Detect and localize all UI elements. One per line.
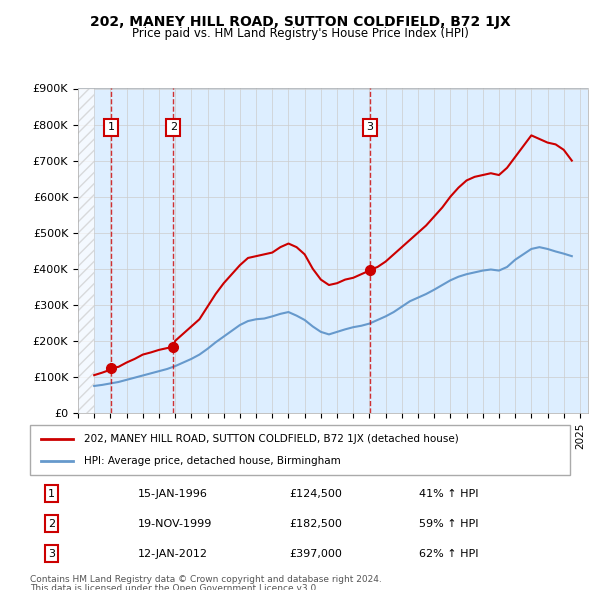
Text: 3: 3 xyxy=(48,549,55,559)
Text: Contains HM Land Registry data © Crown copyright and database right 2024.: Contains HM Land Registry data © Crown c… xyxy=(30,575,382,584)
Text: 1: 1 xyxy=(48,489,55,499)
Text: 59% ↑ HPI: 59% ↑ HPI xyxy=(419,519,478,529)
FancyBboxPatch shape xyxy=(30,425,570,475)
Text: 2: 2 xyxy=(48,519,55,529)
Text: 62% ↑ HPI: 62% ↑ HPI xyxy=(419,549,478,559)
Text: This data is licensed under the Open Government Licence v3.0.: This data is licensed under the Open Gov… xyxy=(30,584,319,590)
Text: £182,500: £182,500 xyxy=(289,519,342,529)
Text: Price paid vs. HM Land Registry's House Price Index (HPI): Price paid vs. HM Land Registry's House … xyxy=(131,27,469,40)
Text: 15-JAN-1996: 15-JAN-1996 xyxy=(138,489,208,499)
Text: 2: 2 xyxy=(170,123,177,132)
Text: 202, MANEY HILL ROAD, SUTTON COLDFIELD, B72 1JX (detached house): 202, MANEY HILL ROAD, SUTTON COLDFIELD, … xyxy=(84,434,459,444)
Text: 1: 1 xyxy=(107,123,115,132)
Text: 202, MANEY HILL ROAD, SUTTON COLDFIELD, B72 1JX: 202, MANEY HILL ROAD, SUTTON COLDFIELD, … xyxy=(89,15,511,29)
Text: 12-JAN-2012: 12-JAN-2012 xyxy=(138,549,208,559)
Text: £124,500: £124,500 xyxy=(289,489,342,499)
Text: 19-NOV-1999: 19-NOV-1999 xyxy=(138,519,212,529)
Text: 41% ↑ HPI: 41% ↑ HPI xyxy=(419,489,478,499)
Text: £397,000: £397,000 xyxy=(289,549,342,559)
Text: HPI: Average price, detached house, Birmingham: HPI: Average price, detached house, Birm… xyxy=(84,456,341,466)
Text: 3: 3 xyxy=(367,123,374,132)
